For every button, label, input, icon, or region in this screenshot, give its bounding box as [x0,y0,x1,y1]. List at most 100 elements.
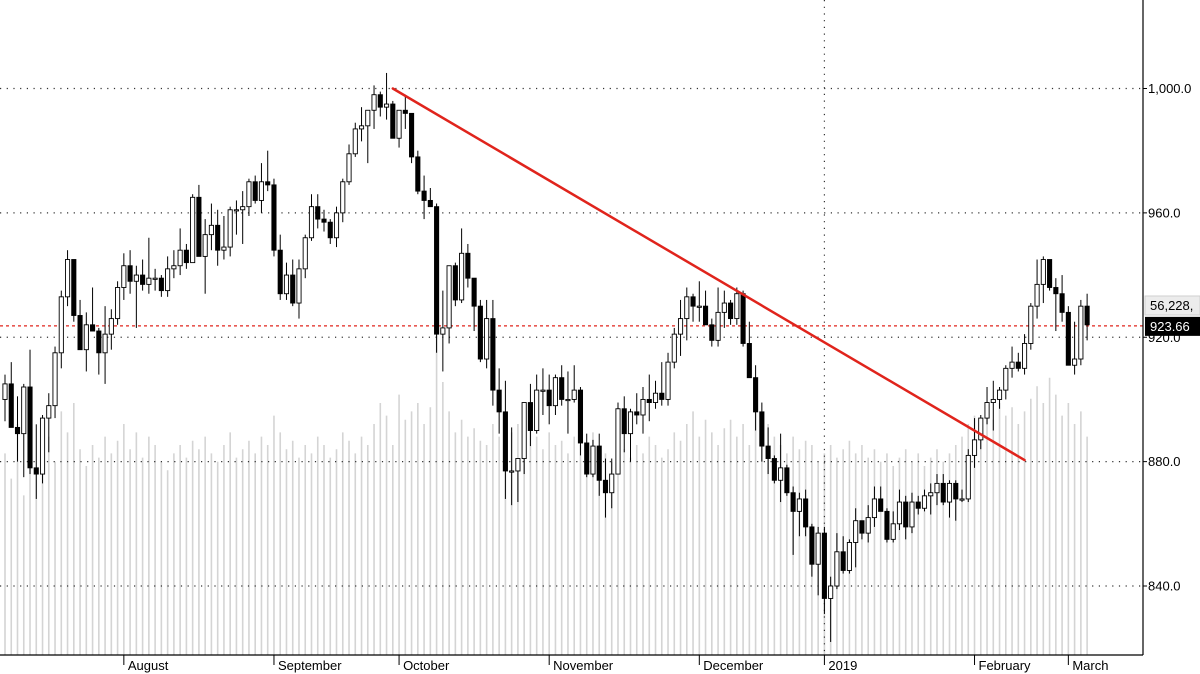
candle-up [208,224,214,236]
candle-up [640,398,646,416]
candle-down [477,305,483,360]
candle-up [240,206,246,211]
candle-up [934,482,940,494]
candle-down [527,402,533,431]
current-price-label: 923.66 [1150,319,1190,334]
candle-down [577,389,584,444]
candle-up [308,206,315,239]
candle-up [440,327,446,335]
candle-down [809,526,815,565]
candle-down [759,411,765,447]
candle-down [840,551,846,571]
candle-up [665,361,671,400]
candle-up [102,333,108,354]
candle-down [771,458,777,481]
candle-down [8,383,14,428]
candle-up [352,128,358,155]
candle-up [552,377,558,407]
grid-lines [0,0,1143,655]
candle-down [252,181,258,201]
candle-up [21,386,27,435]
candle-up [221,246,227,251]
candle-up [1078,305,1084,360]
candle-down [753,377,759,413]
candle-up [227,209,233,248]
candle-up [721,302,727,313]
x-tick-label: March [1072,658,1108,673]
candle-up [853,520,859,543]
candle-down [1015,361,1021,369]
candle-down [490,318,496,391]
candle-down [415,156,421,192]
candle-down [790,492,796,512]
x-tick-label: November [553,658,614,673]
candle-up [133,274,139,282]
candle-down [14,426,21,435]
candle-down [71,259,77,316]
candle-down [377,94,383,108]
candle-up [990,398,996,403]
candle-up [246,181,252,208]
candlesticks [2,72,1090,642]
candle-down [327,221,333,239]
candle-up [959,498,965,501]
candle-up [165,268,171,292]
candle-down [884,510,890,540]
candle-down [427,199,433,208]
candle-down [1084,305,1090,326]
candle-down [878,498,884,512]
candle-down [784,467,790,494]
candle-up [565,398,571,402]
x-tick-label: 2019 [828,658,857,673]
candle-down [703,305,709,326]
candle-down [1047,259,1053,288]
candle-up [677,318,684,335]
candle-down [659,392,665,400]
candle-down [546,389,552,407]
candle-up [333,212,340,239]
candle-up [846,542,852,571]
candle-down [953,482,959,500]
candle-up [459,252,465,301]
candle-up [115,287,121,320]
candle-up [121,265,127,288]
candle-down [502,411,508,472]
candle-down [903,501,909,528]
candle-up [296,268,302,304]
candle-up [340,181,346,214]
x-tick-label: December [703,658,764,673]
candle-up [365,109,371,127]
candle-down [321,218,327,223]
candle-down [315,206,321,220]
candle-down [271,184,277,251]
candle-up [590,445,596,475]
candle-up [996,389,1003,400]
candle-down [196,196,202,257]
candle-up [971,439,978,456]
current-price-badge [1145,316,1200,336]
trendline-layer [391,87,1026,462]
candle-up [171,265,177,270]
candle-up [909,501,915,528]
candle-up [371,94,377,111]
candle-up [684,296,690,320]
candle-down [402,109,408,114]
volume-badge [1144,295,1200,316]
candle-up [1028,305,1034,344]
candle-up [190,196,196,264]
candle-up [921,495,928,509]
candle-down [140,274,146,285]
candle-down [409,112,415,158]
candle-up [509,470,515,473]
candle-up [177,249,183,267]
candle-up [696,305,702,308]
candle-down [584,442,590,475]
candle-down [859,520,865,534]
trendline [391,87,1026,462]
candle-up [515,458,521,472]
candle-up [146,277,152,285]
candle-up [1009,361,1015,369]
candle-down [77,315,83,351]
x-tick-label: August [128,658,169,673]
